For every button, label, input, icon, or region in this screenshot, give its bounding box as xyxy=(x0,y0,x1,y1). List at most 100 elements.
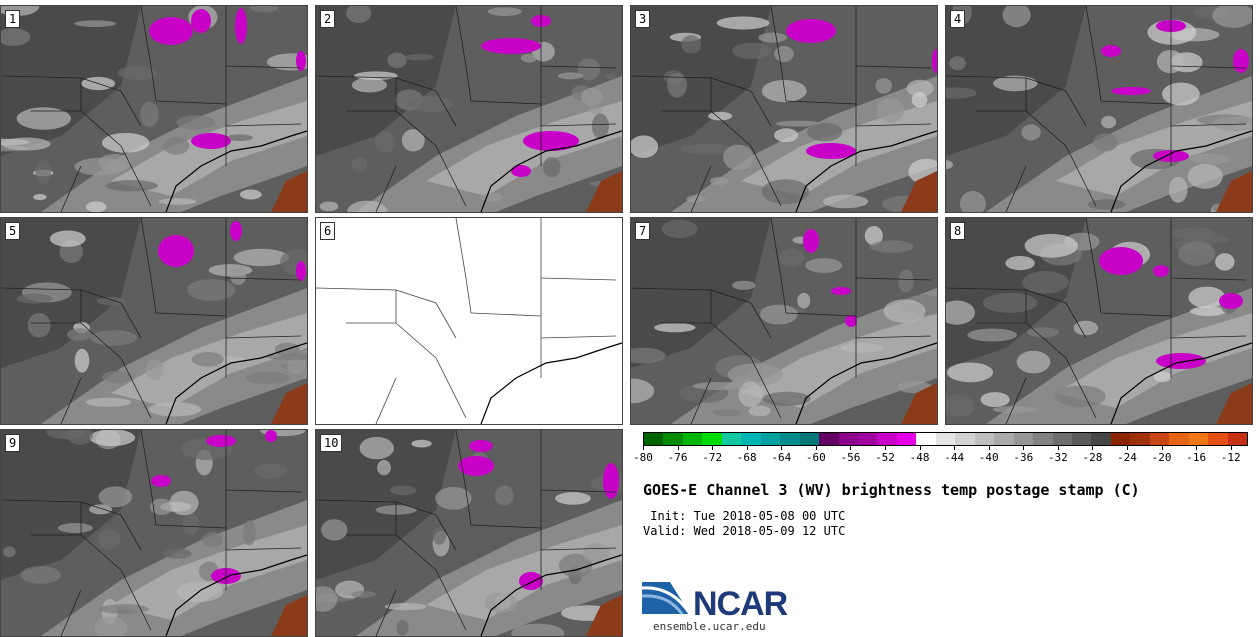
coastline xyxy=(480,342,622,424)
cloud-texture xyxy=(993,75,1038,92)
colorbar-segment xyxy=(1208,433,1228,445)
panel-8: 8 xyxy=(945,217,1253,425)
cloud-texture xyxy=(74,348,90,373)
cloud-texture xyxy=(163,548,192,559)
coastline xyxy=(480,130,622,212)
panel-label: 10 xyxy=(320,434,343,452)
cloud-texture xyxy=(591,113,609,139)
panel-label: 4 xyxy=(950,10,966,28)
colorbar-tick-label: -24 xyxy=(1117,451,1137,464)
cold-cloud-top xyxy=(230,221,242,241)
cold-cloud-top xyxy=(158,235,194,267)
panel-1: 1 xyxy=(0,5,308,213)
wv-map-1 xyxy=(1,6,307,212)
state-boundary xyxy=(455,430,472,526)
cloud-texture xyxy=(992,406,1037,413)
colorbar-segment xyxy=(1149,433,1170,445)
state-boundary xyxy=(855,65,932,69)
state-boundary xyxy=(540,277,617,281)
cold-cloud-top xyxy=(511,165,531,177)
colorbar-segment xyxy=(1052,433,1072,445)
cloud-texture xyxy=(102,132,150,153)
panel-label: 7 xyxy=(635,222,651,240)
cloud-texture xyxy=(1190,306,1227,316)
cloud-texture xyxy=(377,460,391,476)
colorbar-segment xyxy=(682,433,703,445)
dry-air-region xyxy=(316,430,456,580)
state-boundary xyxy=(120,357,152,419)
cloud-texture xyxy=(511,623,565,636)
cloud-texture xyxy=(1022,271,1069,294)
state-boundary xyxy=(375,165,397,212)
colorbar-segment xyxy=(1013,433,1034,445)
cloud-texture xyxy=(588,106,602,114)
colorbar-segment xyxy=(1110,433,1131,445)
colorbar-tick-label: -16 xyxy=(1186,451,1207,464)
state-boundary xyxy=(710,77,772,127)
cloud-texture xyxy=(432,527,447,545)
cloud-texture xyxy=(779,248,805,268)
cloud-texture xyxy=(16,107,71,130)
cloud-texture xyxy=(97,529,121,550)
cloud-texture xyxy=(949,56,966,71)
cloud-texture xyxy=(732,280,756,290)
state-boundary xyxy=(435,569,467,631)
cloud-texture xyxy=(716,16,770,30)
state-boundary xyxy=(140,218,157,314)
warm-region xyxy=(271,383,307,424)
cloud-texture xyxy=(1055,385,1106,408)
colorbar-tick-label: -20 xyxy=(1151,451,1172,464)
cloud-texture xyxy=(408,96,454,113)
panel-2: 2 xyxy=(315,5,623,213)
cold-cloud-top xyxy=(1233,49,1249,73)
cloud-texture xyxy=(487,7,522,16)
warm-region xyxy=(1216,383,1252,424)
cold-cloud-top xyxy=(469,440,493,452)
state-boundary xyxy=(375,377,397,424)
colorbar-tick xyxy=(1023,446,1025,450)
state-boundary xyxy=(770,6,787,102)
panel-label: 3 xyxy=(635,10,651,28)
panel-label: 5 xyxy=(5,222,21,240)
cloud-texture xyxy=(404,54,435,61)
coastline xyxy=(1110,130,1252,212)
cloud-texture xyxy=(1212,6,1252,28)
state-boundary xyxy=(140,6,157,102)
state-boundary xyxy=(120,569,152,631)
cloud-texture xyxy=(654,322,696,333)
valid-time: Valid: Wed 2018-05-09 12 UTC xyxy=(643,524,846,538)
colorbar-segment xyxy=(1227,433,1248,445)
cloud-texture xyxy=(946,87,977,99)
cloud-texture xyxy=(1162,82,1200,106)
state-boundary xyxy=(60,165,82,212)
cloud-texture xyxy=(1212,116,1252,132)
cloud-texture xyxy=(1024,233,1078,258)
panel-4: 4 xyxy=(945,5,1253,213)
init-time: Init: Tue 2018-05-08 00 UTC xyxy=(643,509,846,523)
panel-label: 2 xyxy=(320,10,336,28)
cold-cloud-top xyxy=(149,17,193,45)
cloud-texture xyxy=(90,330,137,346)
cloud-texture xyxy=(911,92,928,108)
moist-band xyxy=(986,288,1252,424)
colorbar-segment xyxy=(1091,433,1111,445)
cloud-texture xyxy=(1027,327,1059,338)
cloud-texture xyxy=(201,532,224,548)
colorbar-tick-label: -44 xyxy=(944,451,965,464)
cloud-texture xyxy=(49,230,86,247)
state-boundary xyxy=(855,277,932,281)
cloud-texture xyxy=(351,590,376,598)
cloud-texture xyxy=(27,313,51,338)
wv-map-2 xyxy=(316,6,622,212)
colorbar-segment xyxy=(663,433,683,445)
cold-cloud-top xyxy=(603,463,619,499)
state-boundary xyxy=(540,123,617,127)
cloud-texture xyxy=(840,342,884,353)
colorbar-tick-label: -64 xyxy=(771,451,792,464)
coastline xyxy=(795,342,937,424)
colorbar-segment xyxy=(838,433,858,445)
colorbar-segment xyxy=(702,433,722,445)
colorbar-tick xyxy=(919,446,921,450)
colorbar-tick xyxy=(746,446,748,450)
colorbar-tick xyxy=(954,446,956,450)
